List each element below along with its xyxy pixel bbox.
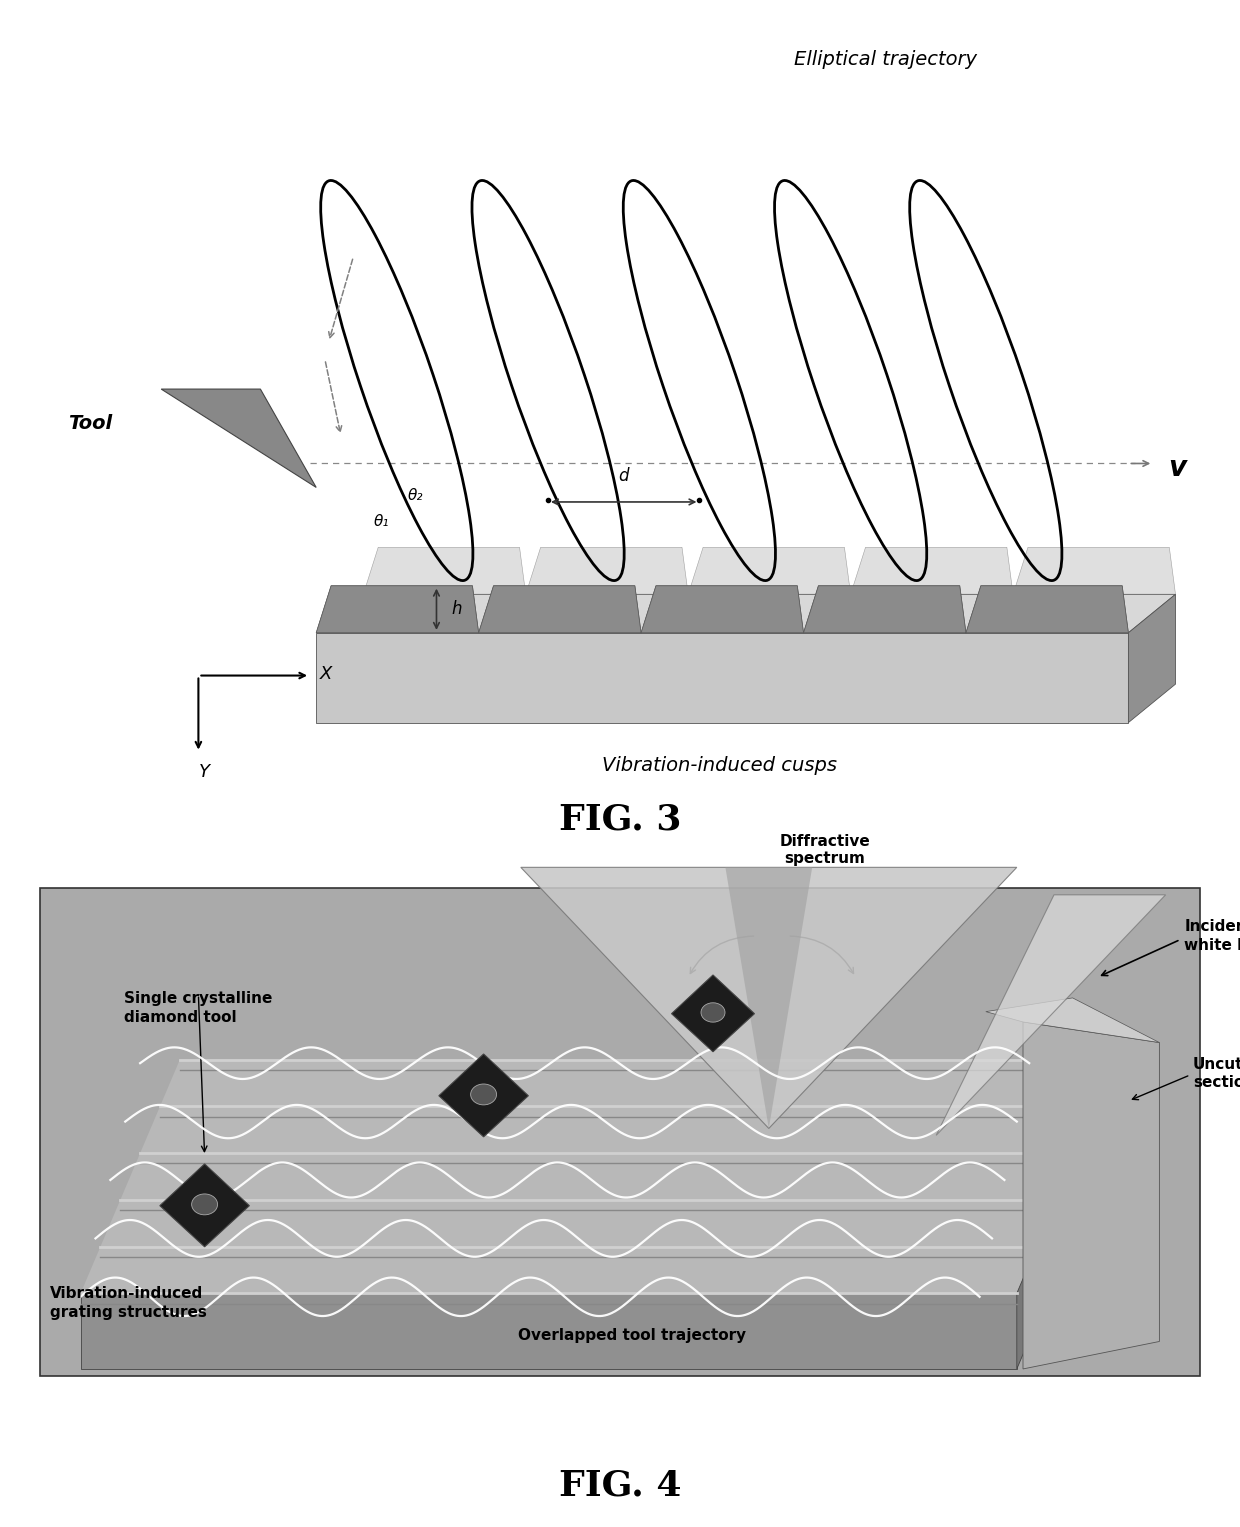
Text: Uncut
section: Uncut section bbox=[1193, 1057, 1240, 1090]
Polygon shape bbox=[160, 1164, 249, 1248]
Polygon shape bbox=[1013, 547, 1176, 594]
Text: θ₂: θ₂ bbox=[408, 489, 423, 504]
Polygon shape bbox=[316, 632, 1128, 722]
Text: Elliptical trajectory: Elliptical trajectory bbox=[794, 50, 977, 69]
Text: Vibration-induced cusps: Vibration-induced cusps bbox=[601, 756, 837, 774]
Polygon shape bbox=[1128, 594, 1176, 722]
Text: d: d bbox=[619, 467, 629, 486]
Polygon shape bbox=[641, 586, 804, 632]
Polygon shape bbox=[316, 594, 1176, 632]
Polygon shape bbox=[439, 1054, 528, 1138]
Text: θ₁: θ₁ bbox=[374, 515, 389, 530]
Polygon shape bbox=[526, 547, 688, 594]
Text: Tool: Tool bbox=[68, 414, 113, 432]
Polygon shape bbox=[479, 586, 641, 632]
FancyBboxPatch shape bbox=[40, 887, 1200, 1376]
Polygon shape bbox=[851, 547, 1013, 594]
Polygon shape bbox=[316, 586, 479, 632]
Polygon shape bbox=[363, 547, 526, 594]
Polygon shape bbox=[725, 867, 812, 1128]
Polygon shape bbox=[316, 586, 479, 632]
Text: Overlapped tool trajectory: Overlapped tool trajectory bbox=[518, 1327, 746, 1342]
Polygon shape bbox=[1017, 1060, 1116, 1368]
Polygon shape bbox=[688, 547, 851, 594]
Text: Single crystalline
diamond tool: Single crystalline diamond tool bbox=[124, 991, 273, 1025]
Text: Incident
white light: Incident white light bbox=[1184, 919, 1240, 953]
Text: Diffractive
spectrum: Diffractive spectrum bbox=[779, 834, 870, 866]
Polygon shape bbox=[521, 867, 1017, 1128]
Polygon shape bbox=[479, 586, 641, 632]
Text: Vibration-induced
grating structures: Vibration-induced grating structures bbox=[50, 1286, 207, 1321]
Polygon shape bbox=[641, 586, 804, 632]
Text: FIG. 3: FIG. 3 bbox=[559, 802, 681, 837]
Text: X: X bbox=[320, 664, 332, 683]
Text: FIG. 4: FIG. 4 bbox=[559, 1469, 681, 1503]
Polygon shape bbox=[966, 586, 1128, 632]
Polygon shape bbox=[672, 974, 754, 1052]
Polygon shape bbox=[804, 586, 966, 632]
Polygon shape bbox=[1023, 1022, 1159, 1368]
Polygon shape bbox=[81, 1293, 1017, 1368]
Polygon shape bbox=[936, 895, 1166, 1135]
Polygon shape bbox=[986, 999, 1159, 1043]
Text: h: h bbox=[451, 600, 461, 618]
Polygon shape bbox=[804, 586, 966, 632]
Ellipse shape bbox=[192, 1194, 217, 1215]
Text: Y: Y bbox=[200, 764, 210, 780]
Text: v: v bbox=[1168, 454, 1187, 481]
Ellipse shape bbox=[701, 1003, 725, 1022]
Polygon shape bbox=[966, 586, 1128, 632]
Ellipse shape bbox=[471, 1084, 496, 1106]
Polygon shape bbox=[161, 389, 316, 487]
Polygon shape bbox=[81, 1060, 1116, 1293]
